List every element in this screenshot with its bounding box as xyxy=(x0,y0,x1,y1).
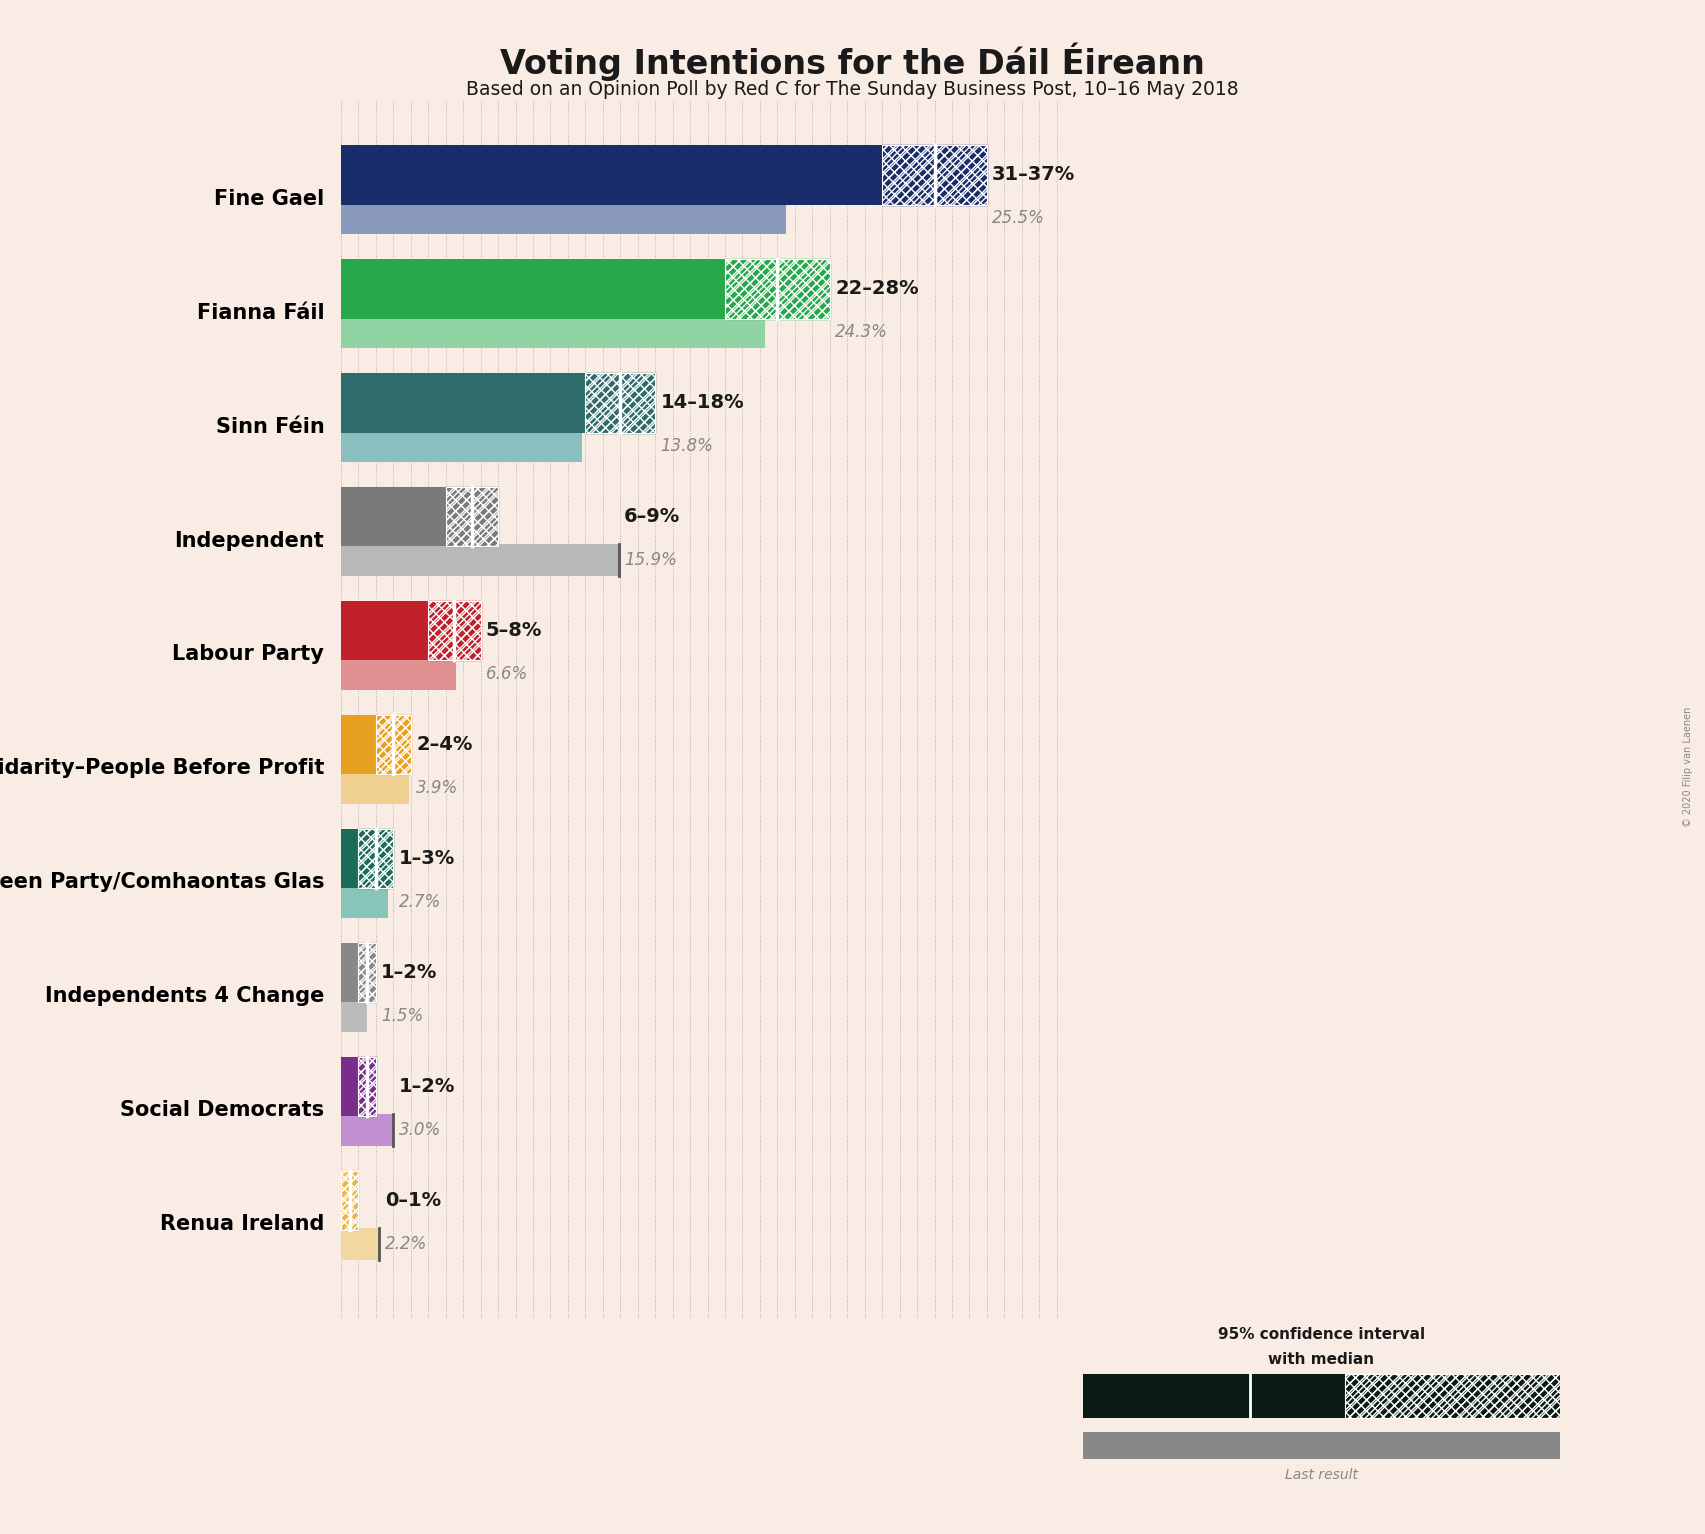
Bar xyxy=(445,488,498,546)
Bar xyxy=(725,259,830,319)
Bar xyxy=(358,1057,375,1117)
Text: 2.2%: 2.2% xyxy=(385,1235,426,1253)
Text: 95% confidence interval: 95% confidence interval xyxy=(1217,1327,1425,1342)
Bar xyxy=(341,1057,358,1117)
Bar xyxy=(341,1000,367,1032)
Text: Based on an Opinion Poll by Red C for The Sunday Business Post, 10–16 May 2018: Based on an Opinion Poll by Red C for Th… xyxy=(465,80,1240,98)
Bar xyxy=(358,1057,375,1117)
Bar xyxy=(341,658,457,690)
Bar xyxy=(341,202,786,235)
Bar xyxy=(341,1170,358,1230)
Bar xyxy=(375,715,411,775)
Bar xyxy=(358,943,375,1002)
Text: 5–8%: 5–8% xyxy=(486,621,542,640)
Bar xyxy=(428,601,481,661)
Bar xyxy=(341,545,619,577)
Bar xyxy=(358,943,375,1002)
Bar xyxy=(341,772,409,804)
Text: 1–2%: 1–2% xyxy=(399,1077,455,1097)
Bar xyxy=(358,830,394,888)
Bar xyxy=(1083,1374,1345,1417)
Bar xyxy=(445,488,498,546)
Bar xyxy=(1345,1374,1560,1417)
Text: 2–4%: 2–4% xyxy=(416,735,472,755)
Bar xyxy=(341,887,389,917)
Bar xyxy=(1345,1374,1560,1417)
Bar xyxy=(341,1229,380,1259)
Text: 2.7%: 2.7% xyxy=(399,893,442,911)
Text: Last result: Last result xyxy=(1286,1468,1357,1482)
Bar xyxy=(341,488,445,546)
Bar xyxy=(341,1170,358,1230)
Text: 31–37%: 31–37% xyxy=(992,166,1076,184)
Bar xyxy=(428,601,481,661)
Bar xyxy=(881,146,987,204)
Text: 1–3%: 1–3% xyxy=(399,850,455,868)
Bar xyxy=(445,488,498,546)
Bar xyxy=(1345,1374,1560,1417)
Text: 24.3%: 24.3% xyxy=(835,324,888,341)
Text: 6–9%: 6–9% xyxy=(624,508,680,526)
Bar xyxy=(375,715,411,775)
Text: 6.6%: 6.6% xyxy=(486,666,529,683)
Text: 1–2%: 1–2% xyxy=(382,963,438,982)
Text: 1.5%: 1.5% xyxy=(382,1006,423,1025)
Bar xyxy=(341,373,585,433)
Bar xyxy=(358,1057,375,1117)
Bar xyxy=(341,601,428,661)
Bar xyxy=(358,830,394,888)
Text: 14–18%: 14–18% xyxy=(660,393,743,413)
Bar xyxy=(341,1170,358,1230)
Text: with median: with median xyxy=(1269,1351,1374,1367)
Bar xyxy=(585,373,655,433)
Bar xyxy=(341,715,375,775)
Text: 15.9%: 15.9% xyxy=(624,551,677,569)
Bar xyxy=(341,146,881,204)
Bar xyxy=(725,259,830,319)
Bar xyxy=(341,259,725,319)
Bar xyxy=(1083,1431,1560,1459)
Text: 3.9%: 3.9% xyxy=(416,779,459,798)
Bar xyxy=(585,373,655,433)
Text: 0–1%: 0–1% xyxy=(385,1192,442,1210)
Bar xyxy=(341,316,766,348)
Bar xyxy=(341,830,358,888)
Text: Voting Intentions for the Dáil Éireann: Voting Intentions for the Dáil Éireann xyxy=(500,43,1205,81)
Bar xyxy=(341,943,358,1002)
Bar xyxy=(341,430,581,462)
Text: 13.8%: 13.8% xyxy=(660,437,713,456)
Bar xyxy=(358,830,394,888)
Bar xyxy=(375,715,411,775)
Text: © 2020 Filip van Laenen: © 2020 Filip van Laenen xyxy=(1683,707,1693,827)
Bar xyxy=(881,146,987,204)
Bar xyxy=(428,601,481,661)
Text: 25.5%: 25.5% xyxy=(992,209,1045,227)
Bar xyxy=(585,373,655,433)
Bar xyxy=(341,1114,394,1146)
Text: 3.0%: 3.0% xyxy=(399,1121,442,1140)
Bar xyxy=(358,943,375,1002)
Bar xyxy=(881,146,987,204)
Bar xyxy=(725,259,830,319)
Text: 22–28%: 22–28% xyxy=(835,279,919,299)
